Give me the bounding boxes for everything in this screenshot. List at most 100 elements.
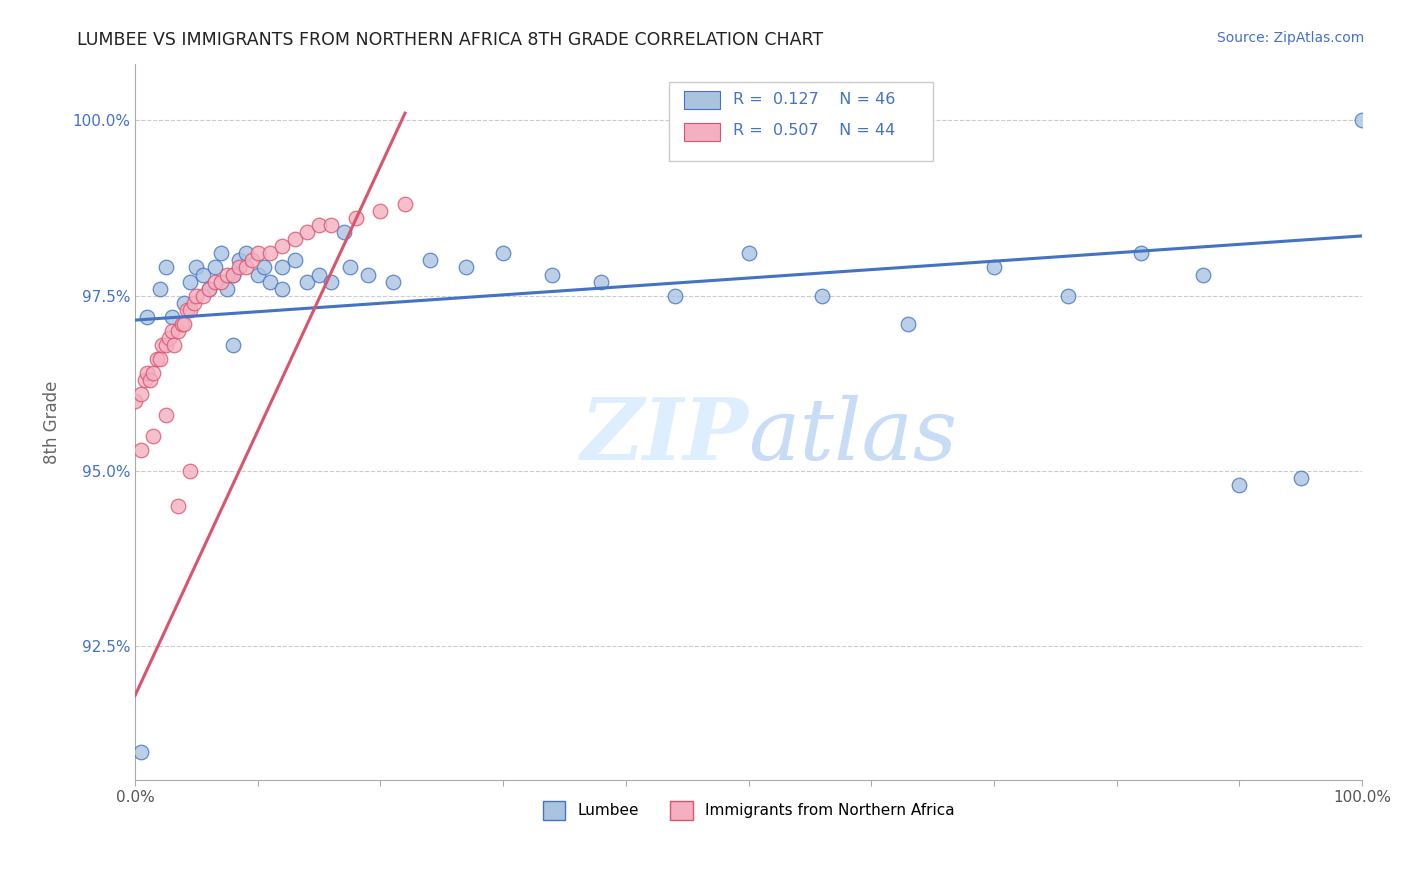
Point — [228, 253, 250, 268]
Point — [139, 373, 162, 387]
Point — [271, 239, 294, 253]
Point — [271, 260, 294, 275]
Point — [209, 275, 232, 289]
Point — [344, 211, 367, 226]
Point — [308, 268, 330, 282]
Point — [204, 260, 226, 275]
Point — [419, 253, 441, 268]
Point — [159, 331, 181, 345]
Text: LUMBEE VS IMMIGRANTS FROM NORTHERN AFRICA 8TH GRADE CORRELATION CHART: LUMBEE VS IMMIGRANTS FROM NORTHERN AFRIC… — [77, 31, 824, 49]
Point — [179, 275, 201, 289]
Point — [321, 275, 343, 289]
Point — [129, 442, 152, 457]
Point — [222, 337, 245, 351]
Point — [155, 260, 177, 275]
Point — [370, 204, 392, 219]
Point — [204, 275, 226, 289]
Text: R =  0.507    N = 44: R = 0.507 N = 44 — [733, 123, 894, 138]
Point — [173, 317, 195, 331]
Y-axis label: 8th Grade: 8th Grade — [44, 380, 60, 464]
Point — [246, 246, 269, 260]
Bar — [683, 123, 720, 141]
Point — [235, 260, 257, 275]
Point — [456, 260, 478, 275]
Point — [983, 260, 1005, 275]
Point — [1351, 113, 1374, 128]
Point — [541, 268, 564, 282]
Point — [357, 268, 380, 282]
Point — [1056, 288, 1078, 302]
Point — [217, 281, 239, 295]
Point — [186, 288, 208, 302]
Point — [170, 317, 193, 331]
Point — [155, 337, 177, 351]
Point — [146, 351, 169, 366]
Point — [142, 429, 165, 443]
Point — [332, 226, 354, 240]
Point — [339, 260, 361, 275]
Point — [186, 260, 208, 275]
Point — [163, 337, 186, 351]
Point — [381, 275, 404, 289]
Point — [155, 408, 177, 422]
Point — [209, 246, 232, 260]
Point — [149, 351, 172, 366]
Point — [160, 324, 183, 338]
Point — [295, 226, 318, 240]
Point — [222, 268, 245, 282]
Point — [664, 288, 686, 302]
Point — [124, 393, 146, 408]
Point — [173, 295, 195, 310]
Point — [271, 281, 294, 295]
Bar — [683, 91, 720, 109]
Point — [284, 253, 307, 268]
Point — [1289, 471, 1312, 485]
Point — [167, 499, 190, 513]
Point — [136, 310, 159, 324]
Point — [737, 246, 759, 260]
Point — [142, 366, 165, 380]
Point — [179, 302, 201, 317]
Point — [240, 253, 263, 268]
Point — [167, 324, 190, 338]
Point — [179, 464, 201, 478]
Point — [228, 260, 250, 275]
Point — [308, 219, 330, 233]
Point — [136, 366, 159, 380]
Point — [897, 317, 920, 331]
FancyBboxPatch shape — [669, 82, 932, 161]
Text: atlas: atlas — [748, 395, 957, 477]
Point — [591, 275, 613, 289]
Point — [150, 337, 173, 351]
Point — [394, 197, 416, 211]
Point — [129, 386, 152, 401]
Point — [1191, 268, 1213, 282]
Text: ZIP: ZIP — [581, 394, 748, 478]
Point — [811, 288, 834, 302]
Point — [259, 246, 281, 260]
Point — [492, 246, 515, 260]
Point — [217, 268, 239, 282]
Point — [321, 219, 343, 233]
Point — [176, 302, 198, 317]
Point — [235, 246, 257, 260]
Point — [284, 232, 307, 246]
Point — [191, 268, 214, 282]
Text: R =  0.127    N = 46: R = 0.127 N = 46 — [733, 92, 896, 107]
Point — [197, 281, 219, 295]
Point — [222, 268, 245, 282]
Point — [129, 745, 152, 759]
Point — [253, 260, 276, 275]
Point — [1130, 246, 1153, 260]
Point — [134, 373, 156, 387]
Point — [197, 281, 219, 295]
Point — [1227, 478, 1250, 492]
Legend: Lumbee, Immigrants from Northern Africa: Lumbee, Immigrants from Northern Africa — [537, 795, 960, 826]
Text: Source: ZipAtlas.com: Source: ZipAtlas.com — [1216, 31, 1364, 45]
Point — [246, 268, 269, 282]
Point — [149, 281, 172, 295]
Point — [191, 288, 214, 302]
Point — [259, 275, 281, 289]
Point — [160, 310, 183, 324]
Point — [295, 275, 318, 289]
